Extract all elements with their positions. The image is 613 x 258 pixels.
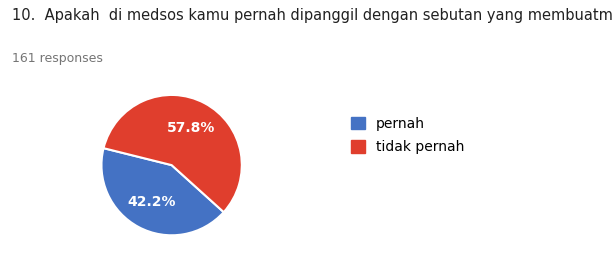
Wedge shape: [102, 148, 224, 235]
Text: 161 responses: 161 responses: [12, 52, 103, 64]
Legend: pernah, tidak pernah: pernah, tidak pernah: [344, 110, 471, 161]
Text: 42.2%: 42.2%: [128, 195, 176, 209]
Wedge shape: [104, 95, 242, 212]
Text: 10.  Apakah  di medsos kamu pernah dipanggil dengan sebutan yang membuatmu kesal: 10. Apakah di medsos kamu pernah dipangg…: [12, 8, 613, 23]
Text: 57.8%: 57.8%: [167, 121, 216, 135]
